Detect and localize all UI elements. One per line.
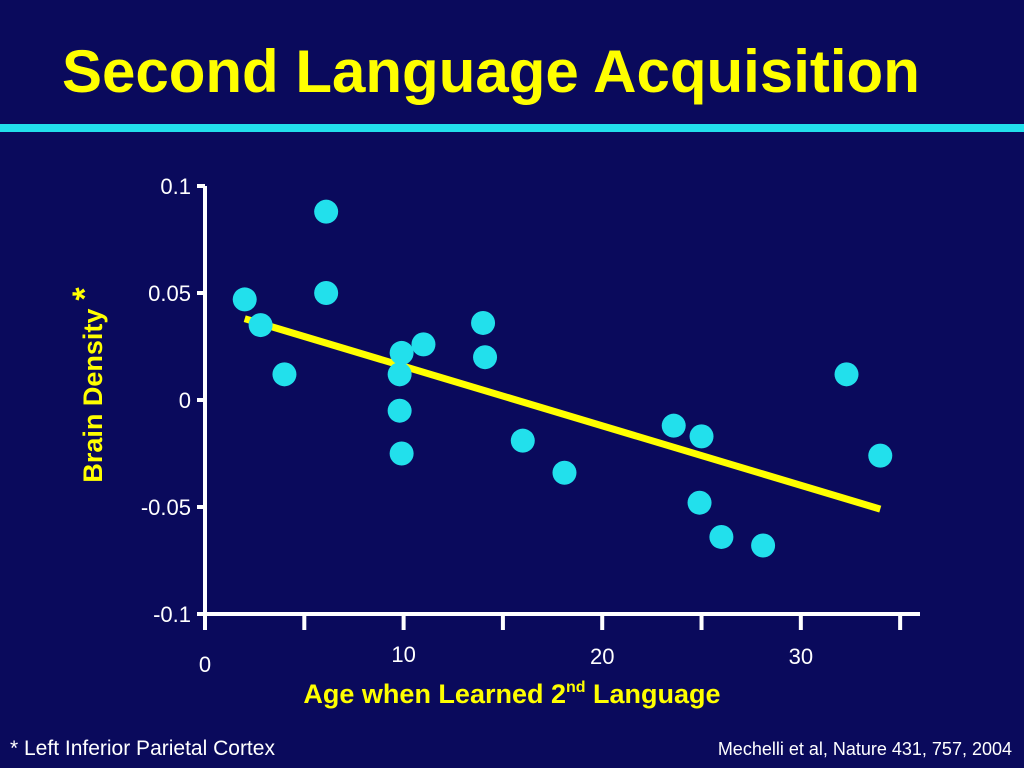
data-point xyxy=(471,310,496,335)
data-point xyxy=(510,428,535,453)
chart-axes xyxy=(197,184,920,630)
y-axis-title-marker: * xyxy=(66,287,104,301)
data-point xyxy=(248,313,273,338)
data-point xyxy=(552,460,577,485)
data-point xyxy=(661,413,686,438)
data-point xyxy=(709,524,734,549)
data-point xyxy=(411,332,436,357)
y-tick-label: 0.1 xyxy=(160,174,191,199)
title-divider xyxy=(0,124,1024,132)
x-tick-label: 30 xyxy=(789,644,813,669)
data-point xyxy=(868,443,893,468)
data-point xyxy=(232,287,257,312)
data-point xyxy=(314,199,339,224)
x-axis-title: Age when Learned 2nd Language xyxy=(303,679,720,709)
data-point xyxy=(389,441,414,466)
slide-title: Second Language Acquisition xyxy=(62,38,920,105)
data-point xyxy=(689,424,714,449)
x-axis-title-rest: Language xyxy=(586,679,721,709)
x-tick-label: 20 xyxy=(590,644,614,669)
y-tick-label: -0.1 xyxy=(153,602,191,627)
x-axis-title-superscript: nd xyxy=(566,679,586,696)
axis-labels: 0.1 0.05 0 -0.05 -0.1 0 10 20 30 xyxy=(141,174,813,677)
y-tick-label: 0.05 xyxy=(148,281,191,306)
x-tick-label: 0 xyxy=(199,652,211,677)
trendline xyxy=(243,315,882,513)
data-point xyxy=(473,345,498,370)
data-point xyxy=(387,362,412,387)
data-point xyxy=(272,362,297,387)
data-points xyxy=(232,199,893,558)
y-axis-title: Brain Density * xyxy=(66,287,108,483)
footnote: * Left Inferior Parietal Cortex xyxy=(10,737,275,760)
y-tick-label: 0 xyxy=(179,388,191,413)
data-point xyxy=(687,490,712,515)
citation: Mechelli et al, Nature 431, 757, 2004 xyxy=(717,739,1012,759)
data-point xyxy=(387,398,412,423)
data-point xyxy=(389,340,414,365)
y-tick-label: -0.05 xyxy=(141,495,191,520)
data-point xyxy=(834,362,859,387)
x-axis-title-main: Age when Learned 2 xyxy=(303,679,566,709)
data-point xyxy=(314,281,339,305)
y-axis-title-text: Brain Density xyxy=(78,309,108,483)
scatter-chart: 0.10.050-0.05-0.10 10 20 30 Brain Density* … xyxy=(66,174,920,709)
data-point xyxy=(751,533,776,558)
x-tick-label: 10 xyxy=(391,642,415,667)
trendline-group xyxy=(243,315,882,513)
